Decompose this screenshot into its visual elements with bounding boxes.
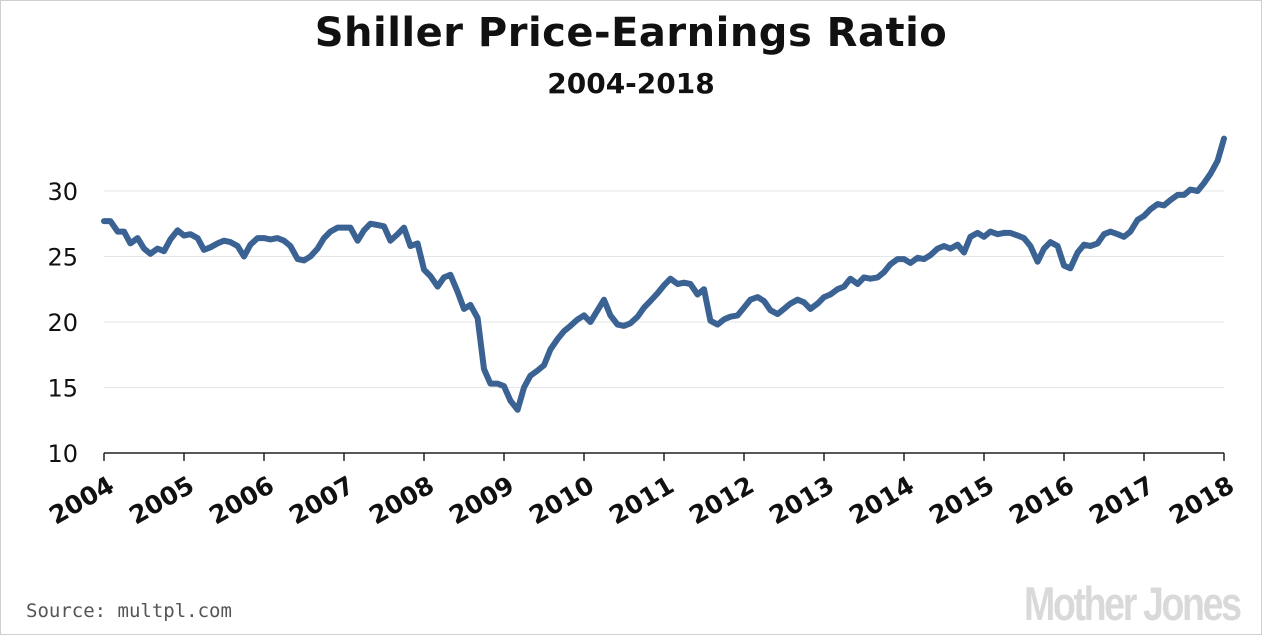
x-tick-label: 2012 <box>684 470 759 530</box>
x-tick-label: 2011 <box>604 470 679 530</box>
x-tick-label: 2010 <box>524 470 599 530</box>
source-note: Source: multpl.com <box>26 600 232 622</box>
y-tick-label: 20 <box>47 309 78 337</box>
y-tick-labels: 10 15 20 25 30 <box>47 178 78 468</box>
x-tick-labels: 2004 2005 2006 2007 2008 2009 2010 2011 2012 2013… <box>44 470 1239 530</box>
x-tick-label: 2005 <box>124 470 199 530</box>
mother-jones-logo: Mother Jones <box>1024 577 1242 630</box>
x-axis <box>103 452 1225 461</box>
y-tick-label: 10 <box>47 440 78 468</box>
chart-title: Shiller Price-Earnings Ratio <box>314 10 948 56</box>
x-tick-label: 2008 <box>364 470 439 530</box>
x-tick-label: 2004 <box>44 470 119 530</box>
series-line-0 <box>101 135 1227 413</box>
chart-subtitle: 2004-2018 <box>547 67 715 100</box>
x-tick-label: 2007 <box>284 470 359 530</box>
y-tick-label: 30 <box>47 178 78 206</box>
series-lines <box>101 135 1227 413</box>
x-tick-label: 2015 <box>924 470 999 530</box>
x-tick-label: 2009 <box>444 470 519 530</box>
x-tick-label: 2018 <box>1164 470 1239 530</box>
x-tick-label: 2006 <box>204 470 279 530</box>
x-tick-label: 2013 <box>764 470 839 530</box>
x-tick-label: 2016 <box>1004 470 1079 530</box>
y-tick-label: 25 <box>47 243 78 271</box>
x-tick-label: 2014 <box>844 470 919 530</box>
x-tick-label: 2017 <box>1084 470 1159 530</box>
y-tick-label: 15 <box>47 374 78 402</box>
